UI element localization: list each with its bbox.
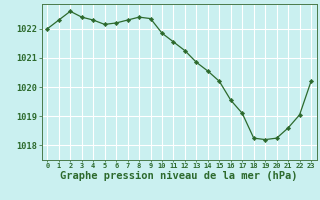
- X-axis label: Graphe pression niveau de la mer (hPa): Graphe pression niveau de la mer (hPa): [60, 171, 298, 181]
